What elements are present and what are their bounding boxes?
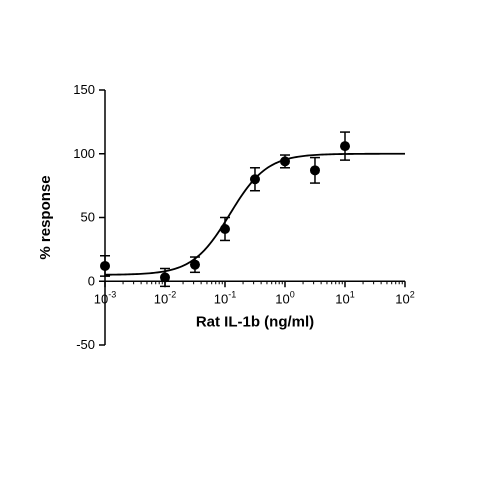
svg-text:0: 0 — [88, 273, 95, 288]
dose-response-chart: { "chart": { "type": "scatter", "xlabel"… — [0, 0, 500, 500]
data-points — [100, 141, 350, 282]
svg-text:102: 102 — [395, 289, 414, 306]
svg-text:10-1: 10-1 — [214, 289, 236, 306]
y-axis-label: % response — [37, 175, 54, 259]
x-ticks: 10-3 10-2 10-1 100 101 102 — [94, 281, 415, 306]
svg-text:101: 101 — [335, 289, 354, 306]
svg-text:50: 50 — [81, 210, 95, 225]
svg-text:100: 100 — [275, 289, 294, 306]
svg-text:10-3: 10-3 — [94, 289, 116, 306]
svg-text:150: 150 — [73, 82, 95, 97]
svg-text:10-2: 10-2 — [154, 289, 176, 306]
chart-svg: 10-3 10-2 10-1 100 101 102 -50 0 50 100 150 Rat I… — [0, 0, 500, 500]
x-axis-label: Rat IL-1b (ng/ml) — [196, 313, 314, 330]
svg-text:-50: -50 — [76, 337, 95, 352]
svg-text:100: 100 — [73, 146, 95, 161]
y-ticks: -50 0 50 100 150 — [73, 82, 105, 352]
